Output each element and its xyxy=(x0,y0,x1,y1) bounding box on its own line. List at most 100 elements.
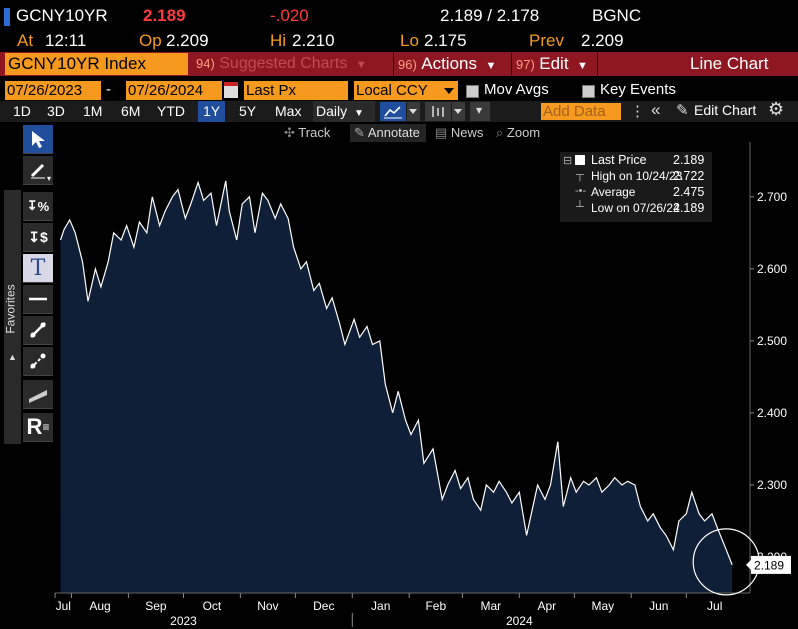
currency-select[interactable]: Local CCY xyxy=(354,81,458,100)
at-time: 12:11 xyxy=(45,31,87,50)
news-tool[interactable]: ▤ News xyxy=(435,124,491,142)
low-value: 2.175 xyxy=(424,31,467,50)
actions-menu[interactable]: 96) Actions ▼ xyxy=(396,53,510,75)
range-max-button[interactable]: Max xyxy=(275,103,302,119)
calendar-icon[interactable] xyxy=(224,82,238,98)
ticker-symbol: GCNY10YR xyxy=(16,6,108,25)
range-5y-button[interactable]: 5Y xyxy=(239,103,257,119)
legend-low-value: 2.189 xyxy=(673,201,705,215)
percent-arrow-icon: ↧ xyxy=(26,198,38,213)
annotate-tool[interactable]: ✎ Annotate xyxy=(350,124,426,142)
mov-avgs-label: Mov Avgs xyxy=(484,81,549,98)
net-change: -.020 xyxy=(270,6,309,25)
track-tool[interactable]: ✣ Track xyxy=(284,124,346,142)
percent-tool[interactable]: ↧% xyxy=(23,192,53,221)
at-label: At xyxy=(17,31,34,50)
key-events-label: Key Events xyxy=(600,81,676,98)
collapse-icon[interactable]: ⋮ xyxy=(630,103,645,120)
x-tick-label: Feb xyxy=(425,599,446,613)
more-options-button[interactable]: ▾ xyxy=(470,102,490,121)
legend-last-swatch xyxy=(575,155,585,165)
open-label: Op xyxy=(139,31,162,50)
x-tick-label: Dec xyxy=(313,599,334,613)
horizontal-line-tool[interactable] xyxy=(23,285,53,314)
y-tick-label: 2.200 xyxy=(757,550,787,564)
range-1d-button[interactable]: 1D xyxy=(13,103,31,119)
y-tick-label: 2.500 xyxy=(757,334,787,348)
bar-style-button[interactable] xyxy=(425,102,451,121)
x-tick-label: Apr xyxy=(537,599,556,613)
key-events-checkbox[interactable] xyxy=(582,85,595,98)
percent-tool-label: % xyxy=(37,198,50,214)
pen-tool[interactable]: ▾ xyxy=(23,156,53,185)
chart-legend[interactable]: ⊟ Last Price 2.189 ┬ High on 10/24/23 2.… xyxy=(560,152,712,222)
line-style-button[interactable] xyxy=(380,102,406,121)
suggested-charts-menu[interactable]: 94) Suggested Charts ▼ xyxy=(192,53,392,75)
legend-high-marker-icon: ┬ xyxy=(576,169,584,181)
favorites-label: Favorites xyxy=(3,284,18,334)
text-tool-label: T xyxy=(30,255,46,281)
edit-label: Edit xyxy=(539,54,569,73)
gear-icon[interactable]: ⚙ xyxy=(768,99,785,119)
suggested-charts-label: Suggested Charts xyxy=(219,55,348,72)
year-label-2024: 2024 xyxy=(506,614,533,628)
favorites-caret-icon: ▲ xyxy=(8,352,17,362)
menu-divider-3 xyxy=(597,53,598,75)
menu-divider-2 xyxy=(511,53,512,75)
high-label: Hi xyxy=(270,31,287,50)
pencil-icon[interactable]: ✎ xyxy=(676,102,689,119)
end-date-field[interactable]: 07/26/2024 xyxy=(126,81,222,100)
news-label: News xyxy=(450,125,484,140)
r-tool-label: R xyxy=(26,414,43,439)
bar-style-dropdown[interactable] xyxy=(452,102,465,121)
dotted-line-tool[interactable] xyxy=(23,347,53,376)
x-tick-label: Mar xyxy=(480,599,501,613)
add-data-field[interactable]: Add Data xyxy=(541,103,621,120)
legend-low-marker-icon: ┴ xyxy=(576,201,584,213)
price-field-text: Last Px xyxy=(246,82,297,99)
price-line xyxy=(59,180,733,566)
edit-caret-icon: ▼ xyxy=(577,60,588,72)
start-date-field[interactable]: 07/26/2023 xyxy=(5,81,101,100)
favorites-tab[interactable]: Favorites ▲ xyxy=(4,190,21,444)
dotted-line-icon xyxy=(30,353,46,369)
range-ytd-button[interactable]: YTD xyxy=(157,103,185,119)
legend-average-label: Average xyxy=(591,185,636,199)
range-1y-button[interactable]: 1Y xyxy=(198,101,226,122)
x-tick-label: Jan xyxy=(371,599,390,613)
date-dash: - xyxy=(106,81,111,98)
x-tick-label: Jun xyxy=(649,599,668,613)
legend-collapse-icon[interactable]: ⊟ xyxy=(563,155,573,167)
range-3d-button[interactable]: 3D xyxy=(47,103,65,119)
dollar-tool-label: $ xyxy=(39,229,48,245)
security-field[interactable]: GCNY10YR Index xyxy=(5,53,188,75)
text-tool[interactable]: T xyxy=(23,254,53,283)
last-value-tag-pointer xyxy=(746,559,751,570)
zoom-tool[interactable]: ⌕ Zoom xyxy=(496,124,556,142)
actions-number: 96) xyxy=(398,57,417,72)
zoom-icon: ⌕ xyxy=(496,125,504,140)
trend-line-tool[interactable] xyxy=(23,316,53,345)
bar-chart-icon xyxy=(432,106,444,117)
dollar-tool[interactable]: ↧ $ xyxy=(23,223,53,252)
x-tick-label: Jul xyxy=(56,599,71,613)
periodicity-caret-icon: ▼ xyxy=(354,108,364,119)
mov-avgs-checkbox[interactable] xyxy=(466,85,479,98)
legend-low-label: Low on 07/26/24 xyxy=(591,201,680,215)
r-tool[interactable]: R ≡ xyxy=(23,413,53,442)
line-style-dropdown[interactable] xyxy=(407,102,420,121)
price-field-select[interactable]: Last Px xyxy=(244,81,348,100)
range-1m-button[interactable]: 1M xyxy=(83,103,103,119)
range-6m-button[interactable]: 6M xyxy=(121,103,141,119)
suggested-charts-number: 94) xyxy=(196,56,215,71)
lines-icon: ≡ xyxy=(42,420,50,434)
bid-ask: 2.189 / 2.178 xyxy=(440,6,540,25)
pointer-tool[interactable] xyxy=(23,125,53,154)
edit-chart-button[interactable]: Edit Chart xyxy=(694,102,757,118)
channel-tool[interactable] xyxy=(23,380,53,409)
last-value-tag xyxy=(751,555,791,574)
edit-menu[interactable]: 97) Edit ▼ xyxy=(514,53,596,75)
double-chevron-left-icon[interactable]: « xyxy=(651,100,661,119)
periodicity-select[interactable]: Daily ▼ xyxy=(313,101,375,122)
pen-caret-icon: ▾ xyxy=(46,174,51,183)
